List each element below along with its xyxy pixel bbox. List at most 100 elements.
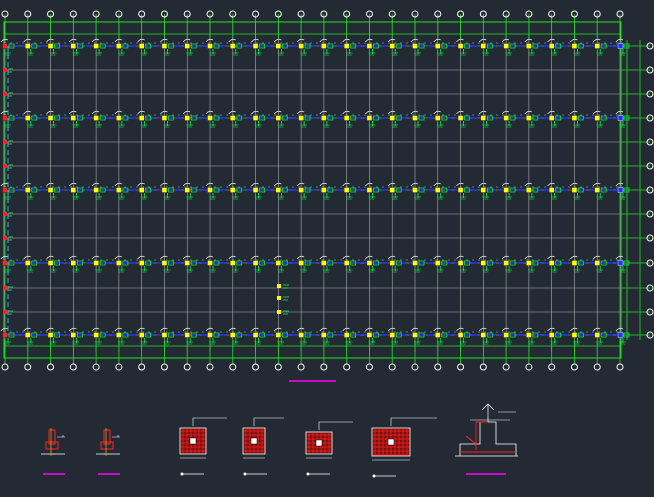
- grid-bubble-top[interactable]: [457, 10, 465, 18]
- column-marker[interactable]: [275, 332, 281, 338]
- column-marker[interactable]: [457, 187, 464, 193]
- column-marker[interactable]: [184, 43, 190, 49]
- grid-bubble-top[interactable]: [434, 10, 442, 18]
- column-marker[interactable]: [344, 115, 350, 121]
- column-marker[interactable]: [2, 260, 8, 266]
- column-marker[interactable]: [116, 43, 122, 49]
- column-marker[interactable]: [571, 332, 578, 338]
- grid-bubble-top[interactable]: [274, 10, 282, 18]
- grid-bubble-bottom[interactable]: [411, 363, 419, 371]
- column-marker[interactable]: [503, 187, 509, 193]
- grid-bubble-bottom[interactable]: [365, 363, 373, 371]
- column-marker[interactable]: [298, 43, 304, 49]
- column-marker[interactable]: [321, 260, 327, 266]
- grid-bubble-bottom[interactable]: [229, 363, 237, 371]
- grid-bubble-bottom[interactable]: [69, 363, 77, 371]
- grid-bubble-bottom[interactable]: [570, 363, 578, 371]
- grid-bubble-bottom[interactable]: [434, 363, 442, 371]
- column-marker[interactable]: [389, 115, 395, 121]
- grid-bubble-bottom[interactable]: [548, 363, 556, 371]
- column-marker[interactable]: [389, 43, 395, 49]
- column-axis-row[interactable]: [0, 327, 630, 345]
- section-detail[interactable]: [455, 403, 518, 475]
- column-marker[interactable]: [230, 43, 236, 49]
- column-marker[interactable]: [230, 332, 236, 338]
- column-marker[interactable]: [70, 115, 76, 121]
- column-marker[interactable]: [571, 43, 578, 49]
- grid-bubble-bottom[interactable]: [1, 363, 9, 371]
- grid-bubble-right[interactable]: [646, 66, 654, 74]
- column-marker[interactable]: [2, 43, 8, 49]
- column-marker[interactable]: [25, 332, 31, 338]
- grid-bubble-top[interactable]: [115, 10, 123, 18]
- grid-bubble-top[interactable]: [24, 10, 32, 18]
- column-marker[interactable]: [252, 332, 259, 338]
- grid-bubble-right[interactable]: [646, 186, 654, 194]
- column-axis-row[interactable]: [0, 110, 630, 128]
- column-marker[interactable]: [526, 43, 532, 49]
- grid-bubble-right[interactable]: [646, 284, 654, 292]
- column-axis-row[interactable]: [0, 38, 630, 56]
- grid-bubble-top[interactable]: [343, 10, 351, 18]
- column-marker[interactable]: [344, 332, 350, 338]
- column-marker[interactable]: [25, 115, 31, 121]
- column-marker[interactable]: [161, 43, 168, 49]
- grid-bubble-bottom[interactable]: [115, 363, 123, 371]
- grid-bubble-right[interactable]: [646, 42, 654, 50]
- column-marker[interactable]: [207, 260, 213, 266]
- column-marker[interactable]: [366, 187, 373, 193]
- grid-bubble-right[interactable]: [646, 90, 654, 98]
- column-marker[interactable]: [366, 43, 373, 49]
- grid-bubble-top[interactable]: [229, 10, 237, 18]
- grid-bubble-bottom[interactable]: [525, 363, 533, 371]
- column-marker[interactable]: [503, 260, 509, 266]
- column-marker[interactable]: [526, 332, 532, 338]
- column-marker[interactable]: [389, 187, 395, 193]
- grid-bubble-top[interactable]: [570, 10, 578, 18]
- column-marker[interactable]: [435, 43, 441, 49]
- column-marker[interactable]: [571, 260, 578, 266]
- column-marker[interactable]: [435, 187, 441, 193]
- grid-bubble-bottom[interactable]: [479, 363, 487, 371]
- column-marker[interactable]: [207, 43, 213, 49]
- grid-bubble-bottom[interactable]: [388, 363, 396, 371]
- column-marker[interactable]: [47, 43, 54, 49]
- column-marker[interactable]: [321, 187, 327, 193]
- grid-bubble-top[interactable]: [616, 10, 624, 18]
- column-marker[interactable]: [457, 43, 464, 49]
- column-marker[interactable]: [594, 332, 600, 338]
- column-marker[interactable]: [366, 115, 373, 121]
- column-marker[interactable]: [503, 43, 509, 49]
- grid-bubble-top[interactable]: [47, 10, 55, 18]
- grid-bubble-right[interactable]: [646, 308, 654, 316]
- column-marker[interactable]: [298, 187, 304, 193]
- footing-detail[interactable]: [305, 421, 353, 476]
- column-marker[interactable]: [25, 260, 31, 266]
- column-marker[interactable]: [70, 332, 76, 338]
- end-column-marker[interactable]: [617, 43, 624, 49]
- grid-bubble-top[interactable]: [548, 10, 556, 18]
- column-marker[interactable]: [321, 43, 327, 49]
- grid-bubble-bottom[interactable]: [297, 363, 305, 371]
- column-marker[interactable]: [93, 115, 99, 121]
- column-marker[interactable]: [594, 187, 600, 193]
- column-marker[interactable]: [25, 43, 31, 49]
- column-marker[interactable]: [435, 115, 441, 121]
- column-marker[interactable]: [230, 260, 236, 266]
- grid-bubble-right[interactable]: [646, 331, 654, 339]
- grid-bubble-bottom[interactable]: [160, 363, 168, 371]
- grid-bubble-right[interactable]: [646, 114, 654, 122]
- column-marker[interactable]: [252, 115, 259, 121]
- column-marker[interactable]: [275, 115, 281, 121]
- column-marker[interactable]: [503, 115, 509, 121]
- column-marker[interactable]: [549, 115, 555, 121]
- column-marker[interactable]: [594, 260, 600, 266]
- footing-detail[interactable]: [242, 417, 284, 476]
- column-marker[interactable]: [70, 260, 76, 266]
- grid-bubble-top[interactable]: [92, 10, 100, 18]
- column-marker[interactable]: [139, 43, 145, 49]
- column-marker[interactable]: [139, 260, 145, 266]
- grid-bubble-top[interactable]: [206, 10, 214, 18]
- column-marker[interactable]: [298, 115, 304, 121]
